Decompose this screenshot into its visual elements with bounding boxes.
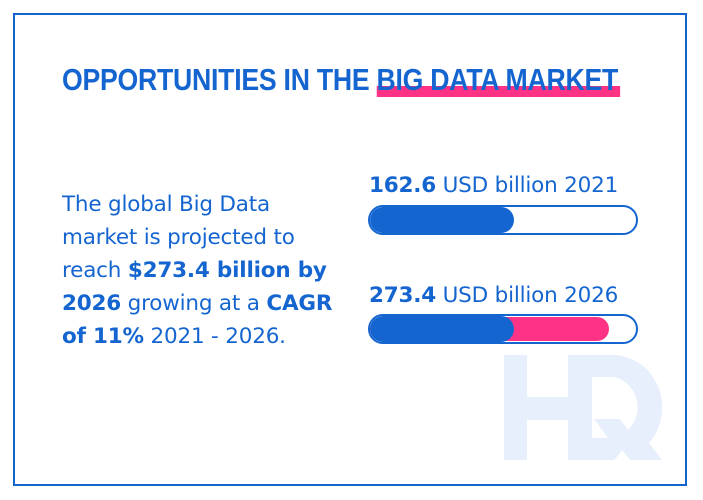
summary-line-3: reach $273.4 billion by <box>62 254 352 287</box>
summary-emphasis: of 11% <box>62 324 144 349</box>
summary-text: reach <box>62 258 128 283</box>
stat-unit: USD billion 2021 <box>436 173 619 198</box>
highlight-underline <box>376 86 620 97</box>
progress-bar-2021 <box>368 205 638 235</box>
summary-emphasis: 2026 <box>62 291 122 316</box>
hq-logo-icon <box>504 355 663 460</box>
title-highlight-text: BIG DATA MARKET <box>376 62 619 97</box>
title-prefix: OPPORTUNITIES IN THE <box>62 62 377 97</box>
market-summary: The global Big Data market is projected … <box>62 188 352 353</box>
stat-unit: USD billion 2026 <box>436 283 619 308</box>
stat-value: 273.4 <box>369 283 437 308</box>
summary-line-4: 2026 growing at a CAGR <box>62 287 352 320</box>
summary-line-2: market is projected to <box>62 225 295 250</box>
stat-label-2021: 162.6 USD billion 2021 <box>369 173 618 199</box>
stat-label-2026: 273.4 USD billion 2026 <box>369 283 618 309</box>
summary-emphasis: $273.4 billion by <box>127 258 327 283</box>
summary-text: growing at a <box>121 291 267 316</box>
page-title: OPPORTUNITIES IN THE BIG DATA MARKET <box>62 62 620 98</box>
progress-bar-2026 <box>368 314 638 344</box>
summary-line-1: The global Big Data <box>62 192 270 217</box>
summary-line-5: of 11% 2021 - 2026. <box>62 320 352 353</box>
title-highlight: BIG DATA MARKET <box>376 62 620 98</box>
summary-emphasis: CAGR <box>266 291 333 316</box>
bar-fill-base <box>370 316 514 342</box>
card-border <box>13 13 687 486</box>
stat-value: 162.6 <box>369 173 437 198</box>
bar-fill-2021 <box>370 207 514 233</box>
summary-text: 2021 - 2026. <box>143 324 287 349</box>
